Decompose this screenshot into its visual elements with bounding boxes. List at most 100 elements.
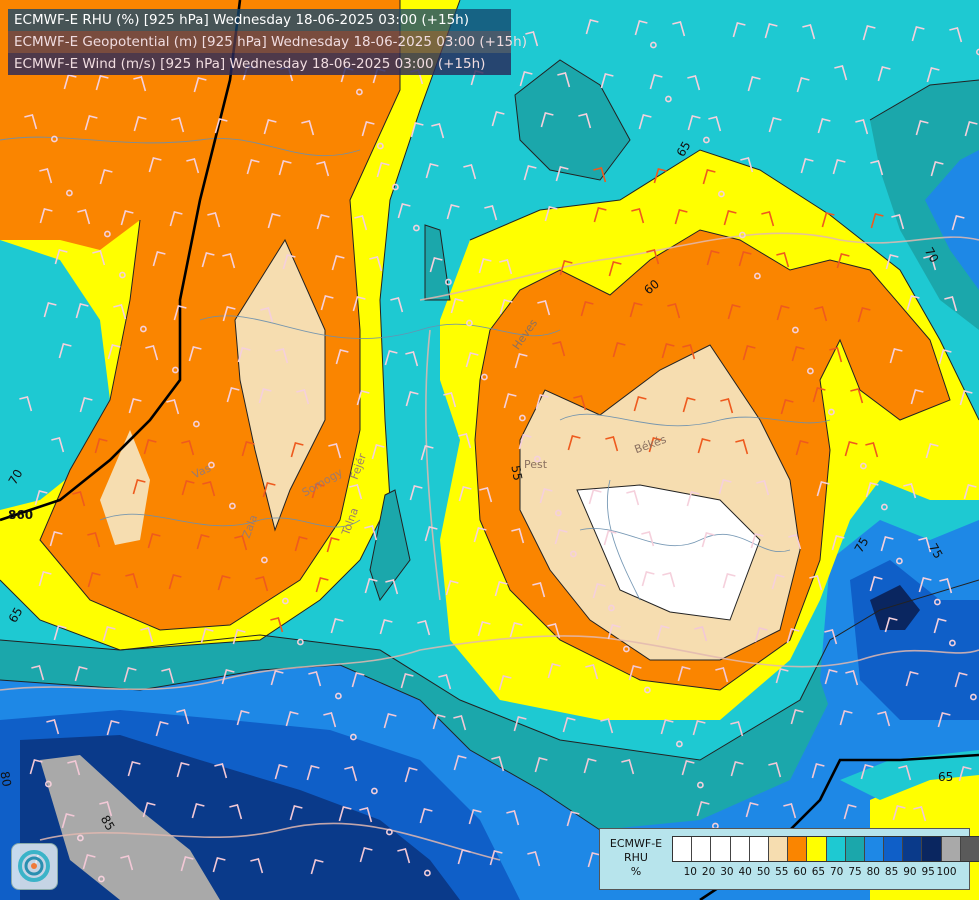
wind-barb-icon [587, 852, 601, 868]
wind-barb-icon [186, 158, 200, 174]
calm-wind-icon [675, 740, 683, 748]
wind-barb-icon [473, 527, 487, 543]
calm-wind-icon [192, 420, 200, 428]
wind-barb-icon [768, 762, 782, 778]
wind-barb-icon [316, 161, 330, 177]
wind-barb-icon [768, 117, 782, 133]
wind-barb-icon [638, 114, 652, 130]
wind-barb-icon [697, 438, 711, 454]
wind-barb-icon [385, 579, 399, 595]
wind-barb-icon [534, 757, 548, 773]
wind-barb-icon [290, 442, 304, 458]
legend-swatches [672, 836, 979, 862]
wind-barb-icon [491, 111, 505, 127]
wind-barb-icon [278, 160, 292, 176]
wind-barb-icon [443, 392, 457, 408]
calm-wind-icon [827, 408, 835, 416]
wind-barb-icon [420, 445, 434, 461]
wind-barb-icon [379, 619, 393, 635]
wind-barb-icon [667, 303, 681, 319]
wind-barb-icon [19, 396, 33, 412]
wind-barb-icon [911, 26, 925, 42]
calm-wind-icon [753, 272, 761, 280]
wind-barb-icon [722, 573, 736, 589]
calm-wind-icon [933, 598, 941, 606]
wind-barb-icon [344, 766, 358, 782]
wind-barb-icon [552, 341, 566, 357]
wind-barb-icon [506, 810, 520, 826]
wind-barb-icon [775, 668, 789, 684]
wind-barb-icon [832, 159, 846, 175]
wind-barb-icon [730, 761, 744, 777]
wind-barb-icon [222, 306, 236, 322]
wind-barb-icon [747, 76, 761, 92]
calm-wind-icon [370, 787, 378, 795]
wind-barb-icon [123, 667, 137, 683]
wind-barb-icon [417, 620, 431, 636]
wind-barb-icon [376, 162, 390, 178]
wind-barb-icon [229, 804, 243, 820]
wind-barb-icon [450, 298, 464, 314]
wind-barb-icon [371, 444, 385, 460]
calm-wind-icon [696, 781, 704, 789]
wind-barb-icon [369, 256, 383, 272]
legend-tick-label: 20 [701, 866, 716, 878]
wind-barb-icon [824, 669, 838, 685]
wind-barb-icon [600, 718, 614, 734]
ecmwf-swirl-logo-icon [11, 843, 58, 890]
calm-wind-icon [207, 461, 215, 469]
contour-label-80: 80 [0, 770, 14, 788]
wind-barb-icon [732, 22, 746, 38]
calm-wind-icon [50, 135, 58, 143]
wind-barb-icon [315, 577, 329, 593]
wind-barb-icon [351, 672, 365, 688]
wind-barb-icon [43, 302, 57, 318]
wind-barb-icon [518, 434, 532, 450]
wind-barb-icon [489, 850, 503, 866]
wind-barb-icon [106, 720, 120, 736]
wind-barb-icon [585, 19, 599, 35]
wind-barb-icon [431, 123, 445, 139]
wind-barb-icon [491, 756, 505, 772]
wind-barb-icon [662, 572, 676, 588]
wind-barb-icon [499, 259, 513, 275]
wind-barb-icon [812, 387, 826, 403]
wind-barb-icon [404, 767, 418, 783]
wind-barb-icon [742, 345, 756, 361]
wind-barb-icon [885, 254, 899, 270]
map-title-box: ECMWF-E RHU (%) [925 hPa] Wednesday 18-0… [8, 9, 527, 76]
calm-wind-icon [260, 556, 268, 564]
wind-barb-icon [910, 389, 924, 405]
wind-barb-icon [730, 721, 744, 737]
calm-wind-icon [664, 95, 672, 103]
wind-barb-icon [445, 580, 459, 596]
calm-wind-icon [281, 597, 289, 605]
wind-barb-icon [217, 575, 231, 591]
wind-barb-icon [633, 396, 647, 412]
calm-wind-icon [97, 875, 105, 883]
wind-barb-icon [788, 534, 802, 550]
wind-barb-icon [745, 802, 759, 818]
wind-barb-icon [425, 163, 439, 179]
wind-barb-icon [938, 349, 952, 365]
wind-barb-icon [913, 806, 927, 822]
wind-barb-icon [262, 482, 276, 498]
wind-barb-icon [701, 532, 715, 548]
wind-barb-icon [926, 67, 940, 83]
wind-barb-icon [649, 74, 663, 90]
calm-wind-icon [480, 373, 488, 381]
calm-wind-icon [296, 638, 304, 646]
legend-swatch [768, 837, 789, 861]
wind-barb-icon [585, 664, 599, 680]
wind-barb-icon [843, 804, 857, 820]
wind-barb-icon [438, 674, 452, 690]
wind-barb-icon [660, 719, 674, 735]
calm-wind-icon [607, 604, 615, 612]
wind-barb-icon [127, 761, 141, 777]
legend-swatch [903, 837, 923, 861]
calm-wind-icon [65, 189, 73, 197]
wind-barb-icon [331, 255, 345, 271]
wind-barb-icon [870, 213, 884, 229]
wind-barb-icon [478, 258, 492, 274]
wind-barb-icon [453, 715, 467, 731]
